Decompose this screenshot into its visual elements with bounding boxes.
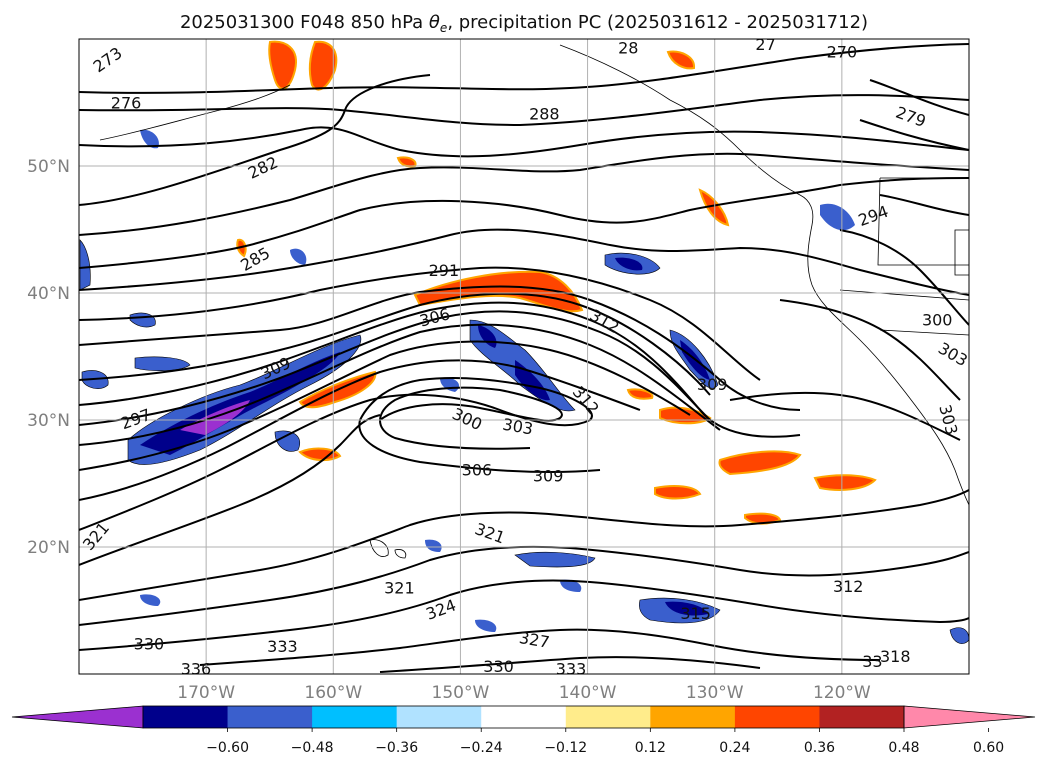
contour-label: 333: [267, 637, 298, 656]
colorbar-segment: [565, 706, 651, 728]
colorbar-tick-label: −0.12: [544, 740, 587, 756]
colorbar-tick-label: 0.60: [973, 740, 1004, 756]
figure-title: 2025031300 F048 850 hPa θe, precipitatio…: [180, 12, 868, 35]
lon-tick-label: 160°W: [304, 683, 362, 703]
contour-label: 291: [429, 261, 460, 280]
contour-label: 27: [755, 35, 775, 54]
contour-label: 33: [862, 652, 882, 671]
contour-label: 333: [556, 660, 587, 679]
contour-label: 315: [680, 604, 711, 623]
colorbar-tick-label: 0.36: [804, 740, 835, 756]
contour-label: 28: [618, 39, 638, 58]
contour-label: 300: [922, 310, 953, 329]
contour-label: 309: [533, 467, 564, 486]
colorbar-tick-label: −0.48: [291, 740, 334, 756]
contour-label: 318: [880, 647, 911, 666]
colorbar-segment: [819, 706, 905, 728]
contour-label: 330: [483, 657, 514, 676]
lat-tick-label: 50°N: [27, 157, 70, 177]
contour-label: 321: [384, 578, 415, 597]
colorbar-tick-label: 0.48: [888, 740, 919, 756]
lon-tick-label: 130°W: [686, 683, 744, 703]
contour-label: 312: [833, 577, 864, 596]
colorbar-segment: [481, 706, 567, 728]
map-frame: [78, 38, 970, 675]
contour-label: 270: [827, 42, 858, 61]
lon-tick-label: 120°W: [813, 683, 871, 703]
colorbar-tick-label: −0.24: [460, 740, 503, 756]
colorbar-segment: [650, 706, 736, 728]
colorbar-segment: [396, 706, 482, 728]
contour-label: 306: [462, 460, 493, 479]
contour-label: 288: [529, 105, 560, 124]
contour-label: 330: [134, 634, 165, 653]
lon-tick-label: 170°W: [177, 683, 235, 703]
colorbar-segment: [143, 706, 229, 728]
lat-tick-label: 40°N: [27, 284, 70, 304]
colorbar-tick-label: 0.12: [635, 740, 666, 756]
colorbar-tick-label: 0.24: [719, 740, 750, 756]
colorbar-segment: [734, 706, 820, 728]
lat-tick-label: 30°N: [27, 411, 70, 431]
colorbar-segment: [227, 706, 313, 728]
lon-tick-label: 140°W: [559, 683, 617, 703]
colorbar-tick-label: −0.36: [375, 740, 418, 756]
colorbar-extend-high: [903, 705, 1036, 729]
colorbar-outline: [142, 705, 905, 729]
gridlines: [79, 39, 969, 674]
contour-label: 309: [697, 375, 728, 394]
contour-label: 336: [181, 660, 212, 679]
theta-e-contours: [79, 43, 969, 673]
colorbar-segment: [312, 706, 398, 728]
colorbar-extend-low: [11, 705, 144, 729]
lon-tick-labels: 170°W 160°W 150°W 140°W 130°W 120°W: [177, 683, 871, 703]
lon-tick-label: 150°W: [432, 683, 490, 703]
lat-tick-label: 20°N: [27, 538, 70, 558]
colorbar: −0.60 −0.48 −0.36 −0.24 −0.12 0.12 0.24 0.36 0.4…: [11, 705, 1036, 756]
coastlines: [99, 44, 969, 559]
lat-tick-labels: 50°N 40°N 30°N 20°N: [27, 157, 70, 558]
contour-label: 276: [111, 93, 142, 112]
colorbar-tick-label: −0.60: [206, 740, 249, 756]
